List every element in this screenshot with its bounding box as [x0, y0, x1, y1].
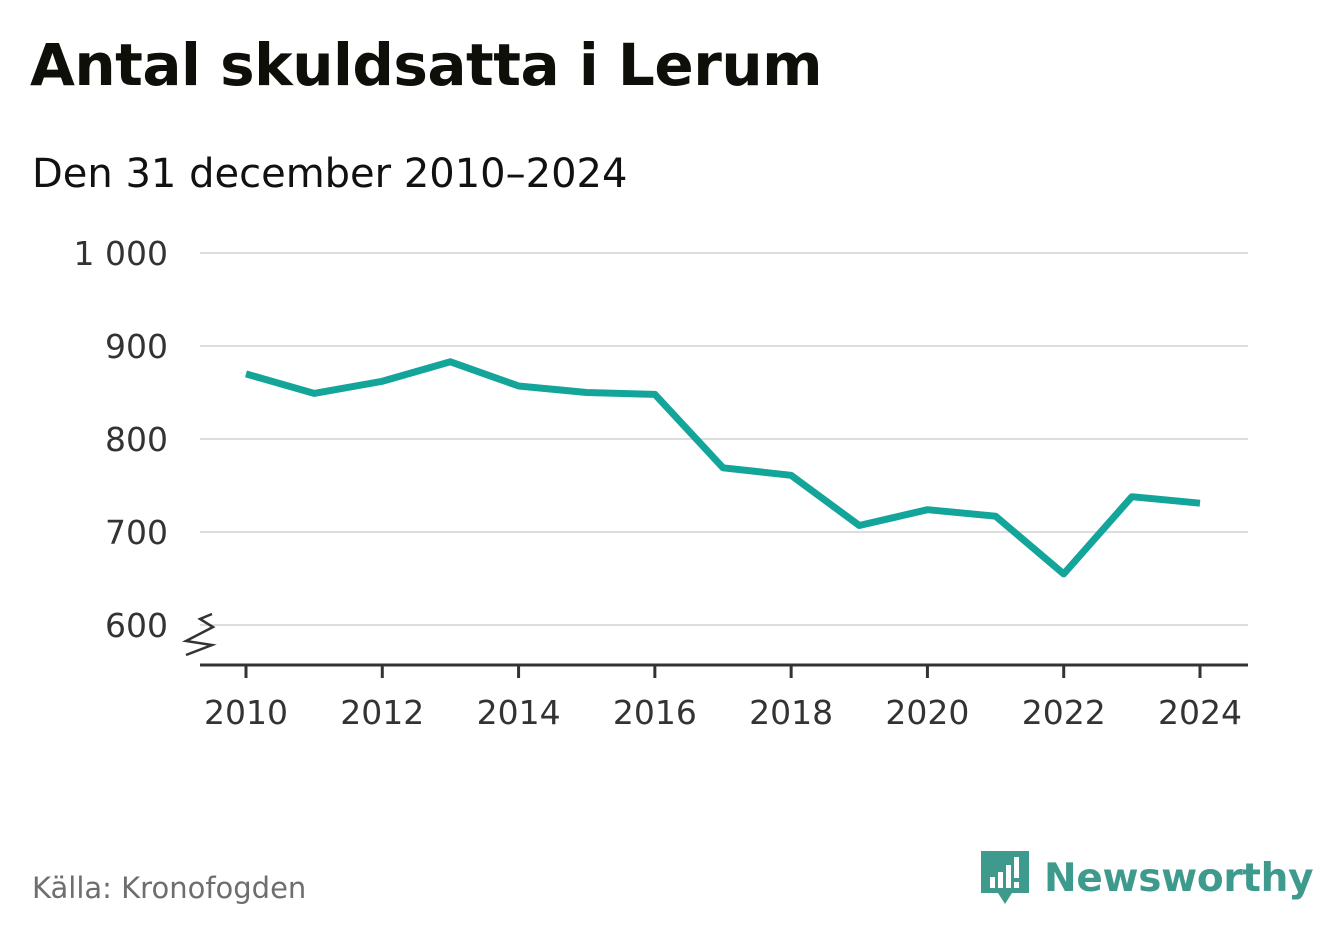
brand-name: Newsworthy — [1044, 855, 1314, 901]
x-tick-label: 2010 — [204, 693, 288, 732]
y-tick-label: 1 000 — [74, 234, 168, 273]
bar-chart-speech-bubble-icon — [981, 851, 1029, 904]
x-tick-label: 2022 — [1022, 693, 1106, 732]
x-tick-label: 2018 — [749, 693, 833, 732]
y-tick-label: 800 — [105, 420, 168, 459]
y-tick-label: 600 — [105, 606, 168, 645]
x-tick-label: 2014 — [477, 693, 561, 732]
chart-subtitle: Den 31 december 2010–2024 — [32, 151, 628, 197]
series-line — [245, 358, 1201, 578]
y-tick-label: 900 — [105, 327, 168, 366]
axis-break-icon — [182, 612, 217, 657]
x-axis: 2010 2012 2014 2016 2018 2020 2022 2024 — [182, 612, 1248, 732]
x-tick-label: 2024 — [1158, 693, 1242, 732]
y-axis-tick-labels: 600 700 800 900 1 000 — [74, 234, 168, 645]
x-tick-label: 2012 — [340, 693, 424, 732]
chart-title: Antal skuldsatta i Lerum — [30, 31, 823, 99]
grid-lines — [200, 252, 1248, 626]
x-tick-label: 2016 — [613, 693, 697, 732]
source-note: Källa: Kronofogden — [32, 871, 307, 905]
series-group — [245, 358, 1201, 578]
x-tick-label: 2020 — [885, 693, 969, 732]
y-tick-label: 700 — [105, 513, 168, 552]
brand-logo: Newsworthy — [980, 848, 1314, 908]
